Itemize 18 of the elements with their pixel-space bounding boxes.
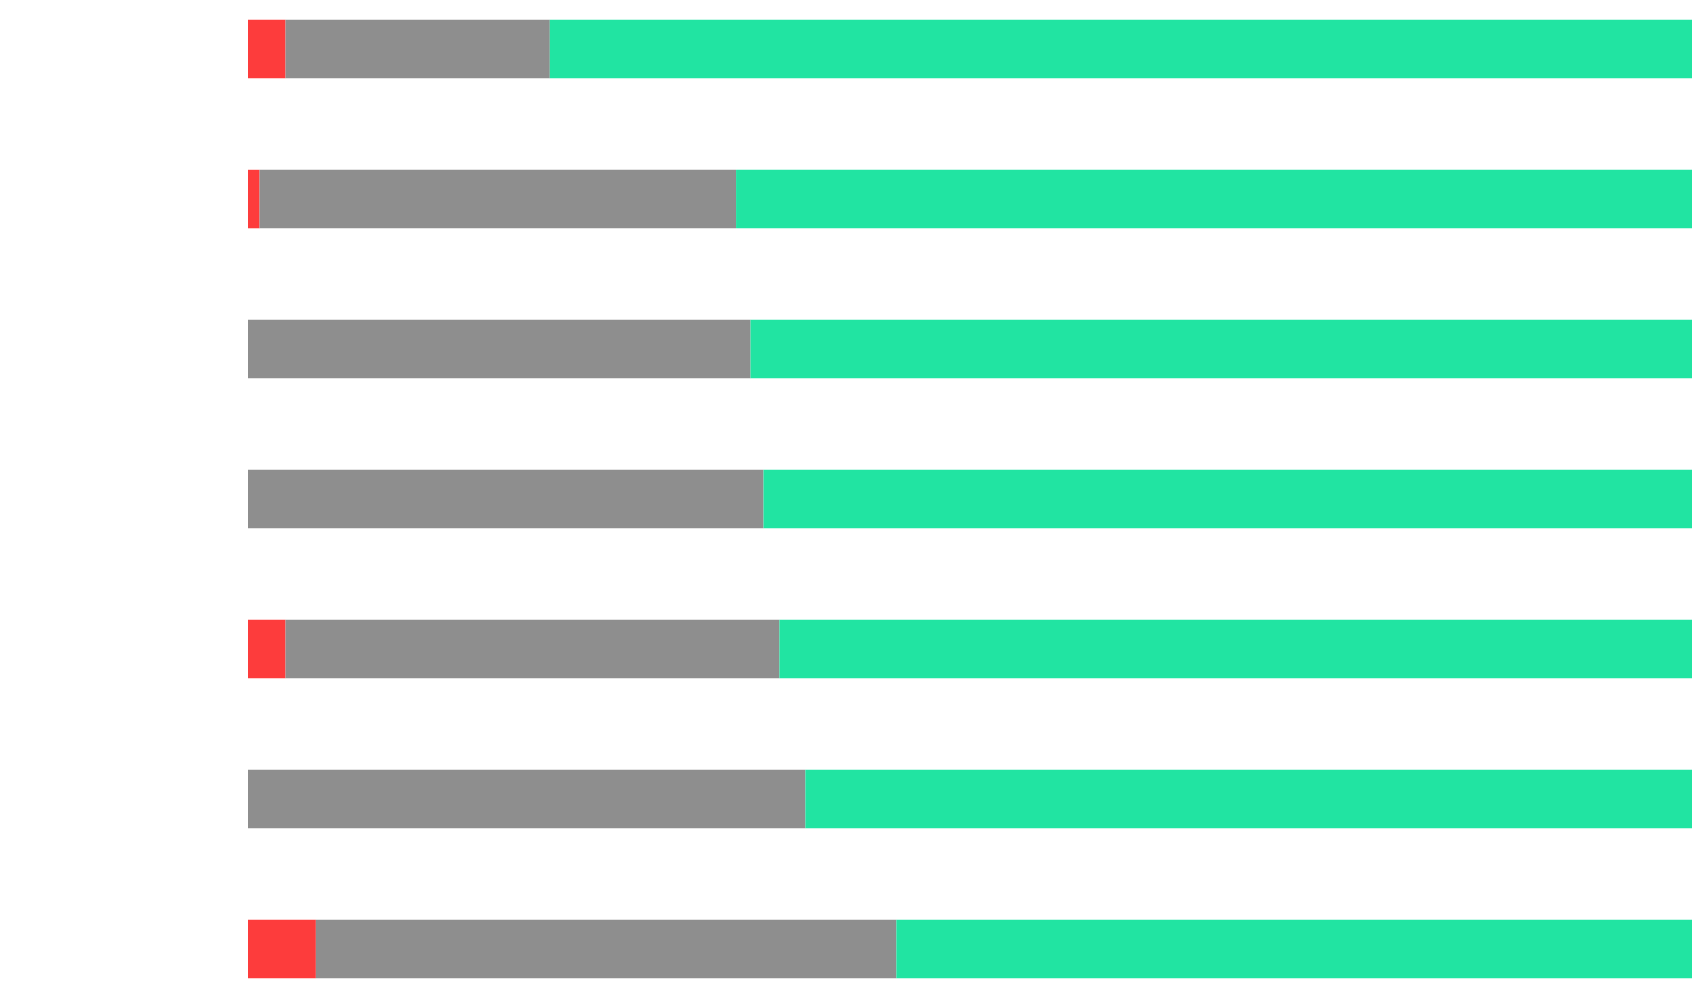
bar	[750, 319, 1692, 379]
bar	[248, 919, 316, 979]
bar	[248, 169, 260, 229]
bar	[285, 619, 780, 679]
bar	[736, 169, 1692, 229]
bar	[805, 769, 1692, 829]
bar	[549, 19, 1692, 79]
bar	[315, 919, 897, 979]
bar	[248, 619, 286, 679]
bar	[248, 769, 806, 829]
bar	[896, 919, 1692, 979]
bar	[285, 19, 550, 79]
bar	[248, 19, 286, 79]
bar	[248, 469, 764, 529]
bar	[259, 169, 737, 229]
bar	[248, 319, 751, 379]
bar	[779, 619, 1692, 679]
bar	[763, 469, 1692, 529]
